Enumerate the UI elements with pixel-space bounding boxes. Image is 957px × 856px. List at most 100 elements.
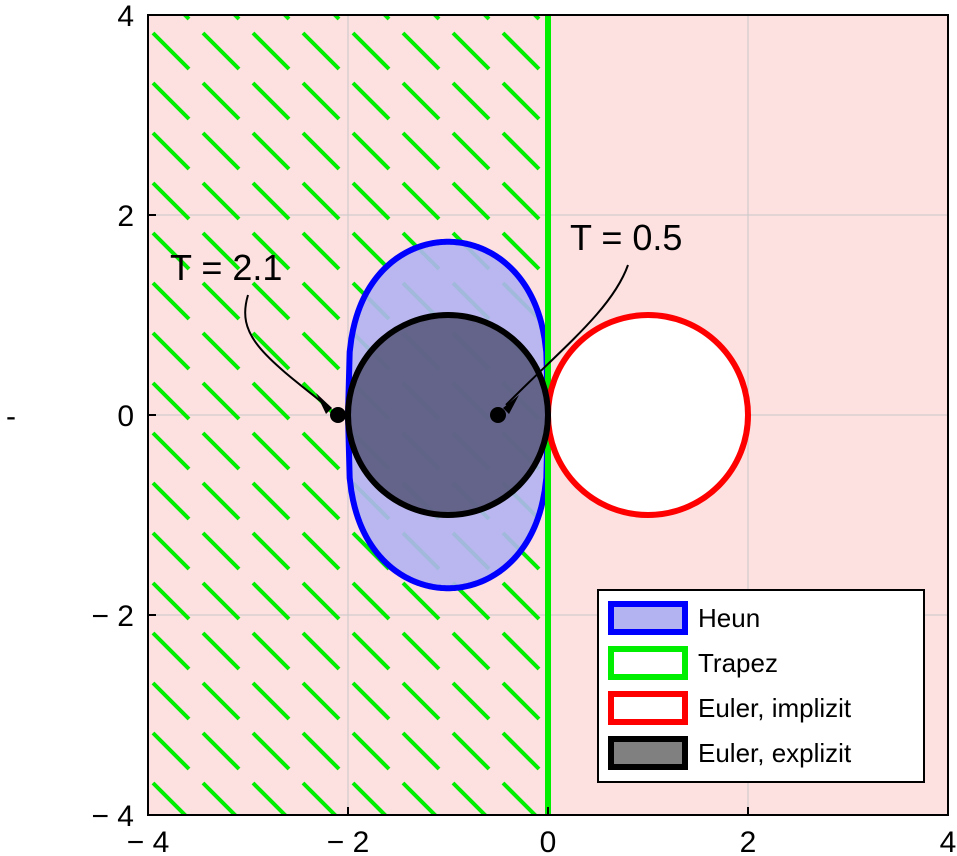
hatch-stroke	[53, 583, 89, 619]
hatch-stroke	[953, 383, 957, 419]
hatch-stroke	[151, 31, 191, 71]
hatch-stroke	[251, 231, 291, 271]
hatch-stroke	[53, 0, 89, 19]
hatch-stroke	[251, 331, 291, 371]
hatch-stroke	[151, 581, 191, 621]
hatch-stroke	[201, 331, 241, 371]
hatch-stroke	[251, 731, 291, 771]
legend-swatch	[608, 736, 688, 770]
hatch-stroke	[451, 131, 491, 171]
hatch-stroke	[53, 533, 89, 569]
hatch-stroke	[453, 833, 489, 856]
hatch-stroke	[953, 183, 957, 219]
hatch-stroke	[603, 833, 639, 856]
hatch-stroke	[301, 531, 341, 571]
legend-label: Heun	[698, 603, 760, 633]
hatch-stroke	[301, 281, 341, 321]
hatch-stroke	[301, 731, 341, 771]
hatch-stroke	[853, 833, 889, 856]
hatch-stroke	[151, 81, 191, 121]
hatch-stroke	[501, 581, 541, 621]
x-tick-label: 4	[940, 826, 957, 856]
hatch-stroke	[251, 31, 291, 71]
hatch-stroke	[251, 681, 291, 721]
hatch-stroke	[703, 833, 739, 856]
hatch-stroke	[501, 681, 541, 721]
y-tick-label: 4	[117, 0, 134, 33]
hatch-stroke	[251, 131, 291, 171]
annotation-label: T = 0.5	[570, 217, 682, 258]
hatch-stroke	[351, 581, 391, 621]
hatch-stroke	[501, 181, 541, 221]
hatch-stroke	[953, 433, 957, 469]
annotation-arrow	[244, 294, 329, 408]
hatch-stroke	[301, 781, 338, 815]
hatch-stroke	[103, 33, 139, 69]
hatch-stroke	[451, 81, 491, 121]
hatch-stroke	[251, 581, 291, 621]
hatch-stroke	[451, 781, 488, 815]
hatch-stroke	[251, 531, 291, 571]
y-tick-label: − 4	[91, 800, 134, 833]
hatch-stroke	[201, 681, 241, 721]
hatch-stroke	[953, 83, 957, 119]
legend-swatch	[608, 646, 688, 680]
hatch-stroke	[301, 481, 341, 521]
hatch-stroke	[103, 483, 139, 519]
hatch-stroke	[301, 631, 341, 671]
hatch-stroke	[351, 731, 391, 771]
hatch-stroke	[201, 381, 241, 421]
hatch-stroke	[351, 631, 391, 671]
hatch-stroke	[503, 833, 539, 856]
x-tick-label: − 4	[127, 826, 170, 856]
hatch-stroke	[953, 633, 957, 669]
hatch-stroke	[201, 781, 238, 815]
hatch-stroke	[301, 131, 341, 171]
hatch-stroke	[501, 81, 541, 121]
hatch-stroke	[53, 333, 89, 369]
legend-label: Euler, implizit	[698, 693, 852, 723]
hatch-stroke	[403, 833, 439, 856]
hatch-stroke	[953, 333, 957, 369]
legend-swatch	[608, 601, 688, 635]
hatch-stroke	[53, 233, 89, 269]
hatch-stroke	[201, 731, 241, 771]
hatch-stroke	[53, 283, 89, 319]
hatch-stroke	[53, 83, 89, 119]
hatch-stroke	[103, 283, 139, 319]
hatch-stroke	[201, 231, 241, 271]
hatch-stroke	[251, 781, 288, 815]
legend-swatch	[608, 691, 688, 725]
hatch-stroke	[351, 781, 388, 815]
hatch-stroke	[953, 783, 957, 819]
hatch-stroke	[451, 731, 491, 771]
hatch-stroke	[401, 631, 441, 671]
hatch-stroke	[151, 231, 191, 271]
hatch-stroke	[953, 233, 957, 269]
hatch-stroke	[953, 133, 957, 169]
y-tick-label: 2	[117, 200, 134, 233]
hatch-stroke	[301, 81, 341, 121]
hatch-stroke	[501, 731, 541, 771]
hatch-stroke	[151, 631, 191, 671]
hatch-stroke	[451, 681, 491, 721]
hatch-stroke	[501, 781, 538, 815]
hatch-stroke	[103, 133, 139, 169]
hatch-stroke	[953, 733, 957, 769]
hatch-stroke	[251, 481, 291, 521]
hatch-stroke	[53, 483, 89, 519]
hatch-stroke	[451, 181, 491, 221]
hatch-stroke	[53, 733, 89, 769]
hatch-stroke	[351, 231, 391, 271]
hatch-stroke	[301, 431, 341, 471]
hatch-stroke	[953, 533, 957, 569]
x-tick-label: 2	[740, 826, 757, 856]
hatch-stroke	[201, 481, 241, 521]
hatch-stroke	[53, 383, 89, 419]
hatch-stroke	[953, 33, 957, 69]
hatch-stroke	[201, 531, 241, 571]
hatch-stroke	[151, 681, 191, 721]
hatch-stroke	[251, 181, 291, 221]
hatch-stroke	[53, 433, 89, 469]
